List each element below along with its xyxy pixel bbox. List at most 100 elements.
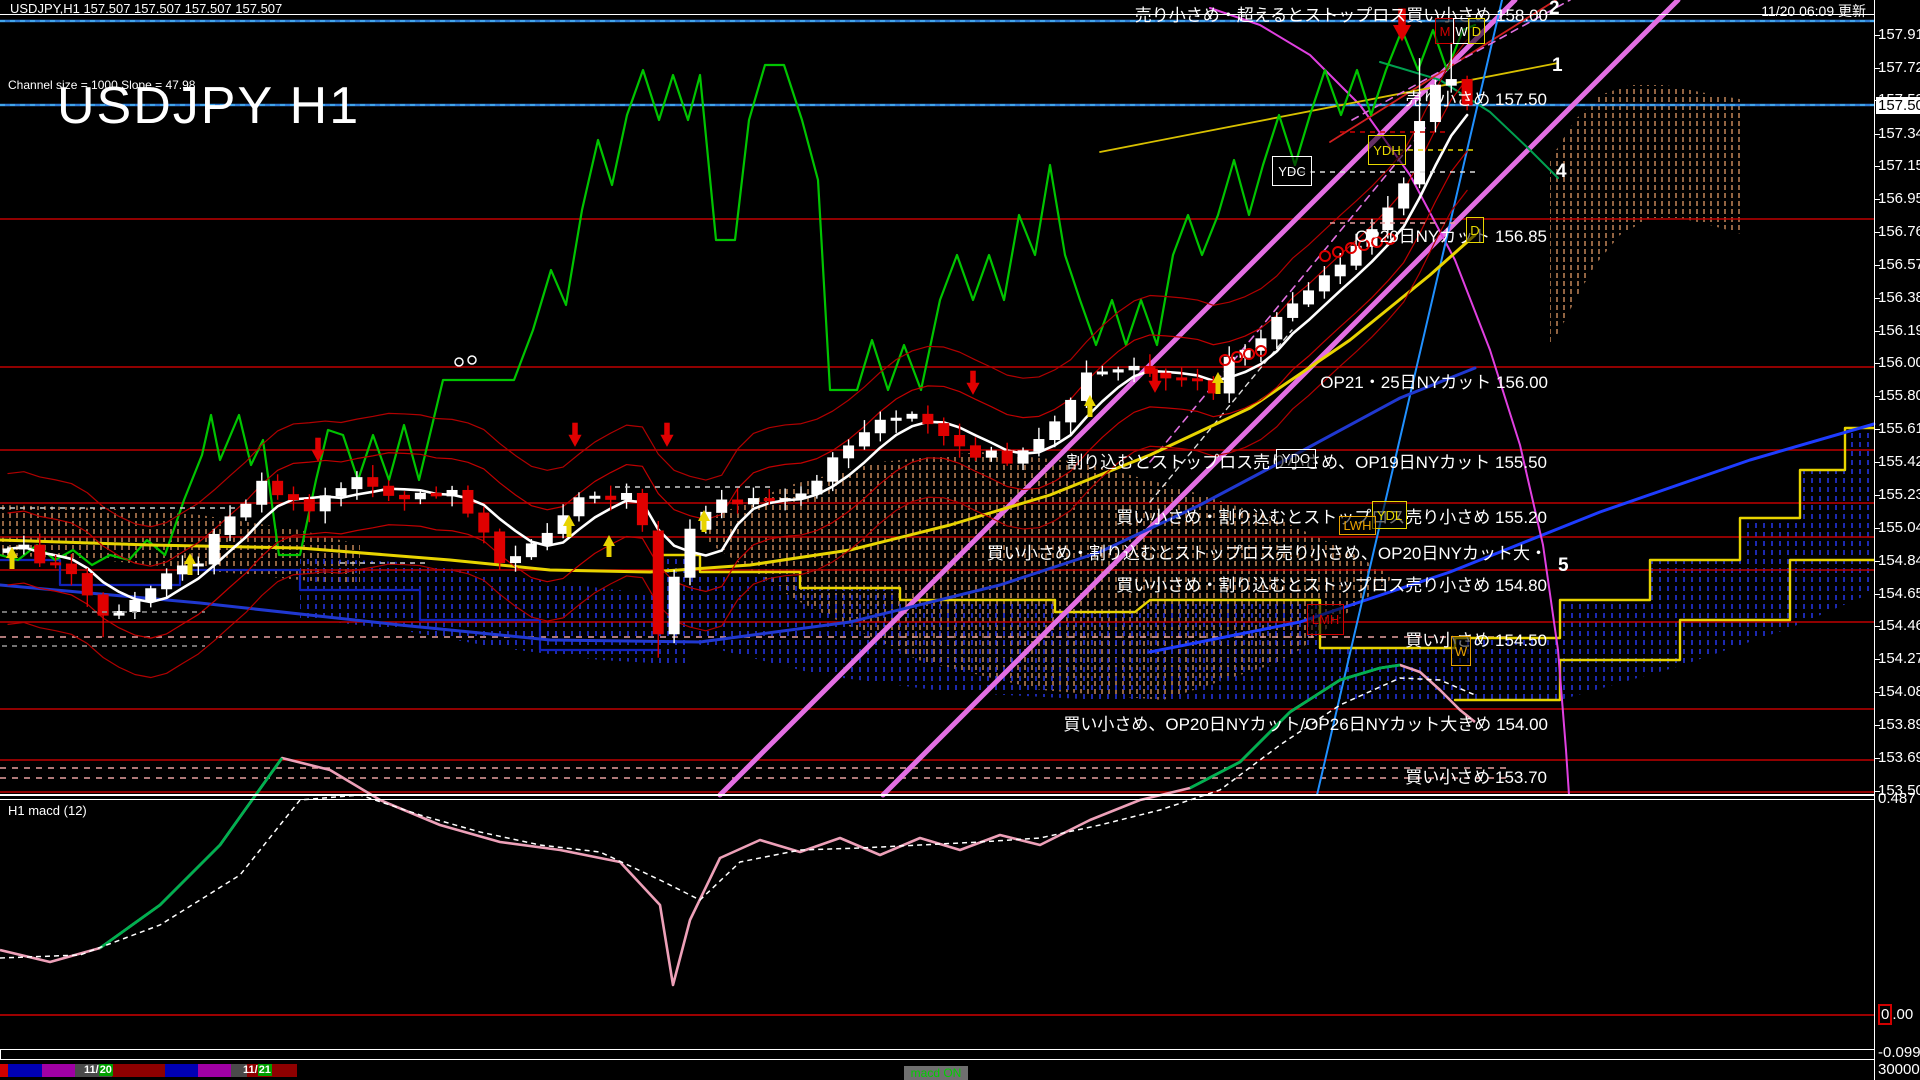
price-level-annotation: OP21・25日NYカット 156.00 [1320, 373, 1548, 392]
candle-body [161, 573, 173, 590]
pivot-label-box-lmh: LMH [1307, 604, 1344, 635]
price-tick-mark [1874, 724, 1880, 726]
channel-info-label: Channel size = 1000 Slope = 47.98 [8, 78, 196, 92]
macd-panel-separator-1[interactable] [0, 794, 1874, 796]
date-prefix: 11/ [243, 1064, 258, 1076]
macd-toggle-button[interactable]: macd ON [904, 1066, 968, 1080]
red-arrow-icon [311, 437, 325, 462]
chart-shape [966, 382, 980, 395]
price-tick-mark [1874, 264, 1880, 266]
price-tick-label: 153.505 [1878, 781, 1920, 799]
candle-body [510, 556, 522, 564]
candle-body [874, 419, 886, 434]
price-tick-label: 155.040 [1878, 518, 1920, 536]
candle-body [367, 477, 379, 487]
price-tick-mark [1874, 461, 1880, 463]
candle-body [65, 563, 77, 575]
candle-body [1128, 365, 1140, 371]
macd-zero-box: 0 [1878, 1004, 1893, 1025]
candle-body [414, 492, 426, 500]
candle-body [827, 457, 839, 482]
chart-shape [6, 547, 18, 558]
candle-body [890, 417, 902, 421]
candle-body [113, 611, 125, 616]
price-tick-mark [1874, 67, 1880, 69]
timeline-date-label: 11/21 [243, 1064, 272, 1076]
yellow-arrow-icon [1084, 395, 1096, 417]
date-day-highlight: 20 [98, 1064, 113, 1076]
blue-cloud-left [300, 558, 690, 665]
price-tick-label: 156.575 [1878, 255, 1920, 273]
timeline-segment [165, 1064, 198, 1077]
price-level-annotation: 買い小さめ・割り込むとストップロス売り小さめ、OP20日NYカット大・ [986, 544, 1547, 563]
price-tick-label: 154.080 [1878, 683, 1920, 700]
price-tick-label: 155.230 [1878, 485, 1920, 503]
pivot-label-box-ydc: YDC [1272, 156, 1312, 186]
candle-body [462, 489, 474, 514]
pivot-label-box-lwh: LWH [1339, 516, 1376, 535]
candle-body [1255, 338, 1267, 351]
macd-indicator-label: H1 macd (12) [8, 803, 87, 818]
candle-body [605, 495, 617, 500]
chart-shape [311, 449, 325, 462]
yellow-arrow-icon [1212, 372, 1224, 394]
candle-body [668, 576, 680, 635]
chart-shape [603, 535, 615, 546]
chart-shape [1212, 372, 1224, 383]
candle-body [1049, 421, 1061, 441]
header-updated-timestamp: 11/20 06:09 更新 [1761, 3, 1866, 19]
candle-body [1271, 316, 1283, 340]
pivot-label-box-w: W [1451, 636, 1471, 666]
pivot-label-box-d: D [1468, 18, 1485, 44]
yellow-arrow-icon [698, 510, 710, 532]
price-tick-label: 155.615 [1878, 420, 1920, 438]
candle-body [763, 498, 775, 502]
kumo-step-line-left [0, 558, 662, 652]
price-tick-mark [1874, 166, 1880, 168]
candle-body [256, 480, 268, 505]
candle-body [843, 445, 855, 459]
candle-body [1382, 207, 1394, 231]
green-zigzag-line [0, 23, 1477, 567]
candle-body [18, 544, 30, 550]
candle-body [303, 499, 315, 512]
yellow-arrow-icon [184, 553, 196, 575]
candle-body [1192, 378, 1203, 382]
price-tick-label: 156.955 [1878, 190, 1920, 208]
candle-body [399, 494, 410, 500]
timeline-segment [231, 1064, 247, 1077]
price-tick-label: 156.380 [1878, 288, 1920, 306]
candle-body [747, 498, 759, 505]
candle-body [954, 435, 966, 447]
chart-shape [568, 434, 582, 447]
white-dashed-trendline [1149, 329, 1293, 503]
price-tick-mark [1874, 790, 1880, 792]
red-circle-marker [1319, 250, 1331, 262]
candle-body [541, 532, 553, 545]
macd-axis-low: -0.099 [1878, 1044, 1920, 1061]
magenta-channel-line-2 [880, 0, 1681, 798]
price-tick-mark [1874, 199, 1880, 201]
candle-body [811, 480, 823, 495]
macd-main-line-green [1189, 663, 1401, 790]
macd-signal-line [0, 677, 1476, 959]
candle-body [351, 477, 363, 490]
red-arrow-icon [1148, 368, 1162, 393]
candle-body [1429, 84, 1441, 123]
price-tick-label: 155.425 [1878, 452, 1920, 470]
price-tick-label: 153.890 [1878, 715, 1920, 733]
candle-body [985, 450, 997, 458]
candle-body [938, 423, 950, 437]
red-arrow-icon [966, 370, 980, 395]
timeline-segment [112, 1064, 165, 1077]
trendline-number-label: 2 [1549, 0, 1560, 19]
candle-body [1287, 303, 1299, 318]
pivot-label-box-ydo: YDO [1276, 449, 1316, 468]
white-circle-marker [467, 355, 477, 365]
candle-body [430, 492, 442, 497]
candle-body [176, 565, 188, 575]
candle-body [1334, 264, 1346, 277]
volume-axis-label: 30000 [1878, 1061, 1920, 1078]
